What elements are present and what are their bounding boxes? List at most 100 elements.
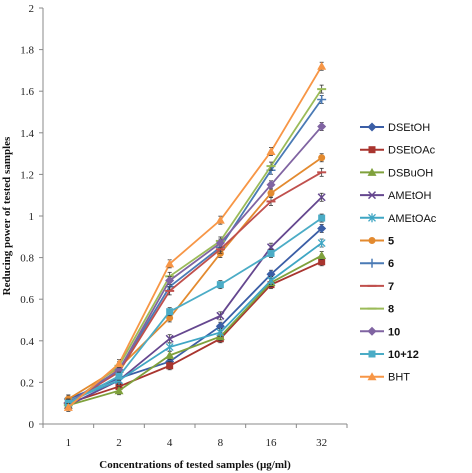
marker-square <box>267 249 275 257</box>
y-tick-label: 0.2 <box>20 377 34 389</box>
y-tick-label: 1.8 <box>20 45 34 57</box>
series-line <box>67 171 323 404</box>
marker-star <box>216 327 225 337</box>
y-tick-label: 0.4 <box>20 336 34 348</box>
series-7 <box>63 167 327 408</box>
series-10 <box>63 122 327 408</box>
series-line <box>67 88 323 406</box>
x-tick-label: 32 <box>316 437 327 449</box>
x-tick-label: 16 <box>266 437 278 449</box>
marker-stroke <box>317 193 326 202</box>
x-tick-label: 2 <box>116 437 122 449</box>
legend-label: 10 <box>388 326 400 338</box>
marker-x <box>266 243 276 252</box>
marker-diamond <box>317 122 327 132</box>
series-layer <box>63 61 327 412</box>
x-axis-title: Concentrations of tested samples (µg/ml) <box>99 459 291 471</box>
legend-label: BHT <box>388 372 410 384</box>
x-ticks: 1 2 4 8 16 32 <box>42 424 348 449</box>
series-line <box>67 125 323 404</box>
legend-label: AMEtOAc <box>388 213 437 225</box>
legend-item-dsetoh: DSEtOH <box>360 122 430 134</box>
marker-stroke <box>266 243 276 252</box>
marker-star <box>165 342 174 352</box>
legend-item-dsetoac: DSEtOAc <box>360 145 436 157</box>
x-tick-label: 1 <box>66 437 72 449</box>
legend-label: DSBuOH <box>388 167 433 179</box>
marker-x <box>317 193 326 202</box>
marker-square <box>166 362 174 370</box>
marker-square <box>318 214 326 222</box>
legend-label: DSEtOH <box>388 122 430 134</box>
legend-label: 10+12 <box>388 349 419 361</box>
y-tick-label: 1.4 <box>20 128 34 140</box>
series-line <box>67 98 323 404</box>
marker-triangle <box>114 359 124 368</box>
legend-item-5: 5 <box>360 236 394 248</box>
series-line <box>67 217 323 404</box>
legend-label: 5 <box>388 236 394 248</box>
series-8 <box>63 84 327 410</box>
legend-label: 8 <box>388 304 394 316</box>
series-line <box>67 227 323 400</box>
legend-label: DSEtOAc <box>388 145 436 157</box>
marker-diamond <box>165 275 175 285</box>
legend-label: AMEtOH <box>388 190 431 202</box>
marker-triangle <box>63 402 73 411</box>
marker-square <box>166 308 174 316</box>
legend-item-10-12: 10+12 <box>360 349 419 361</box>
marker-triangle <box>165 259 175 268</box>
x-tick-label: 8 <box>218 437 224 449</box>
marker-x <box>367 191 377 200</box>
y-tick-label: 0.6 <box>20 294 34 306</box>
series-line <box>67 242 323 402</box>
marker-circle <box>166 314 174 322</box>
marker-star <box>368 213 376 223</box>
marker-diamond <box>266 180 276 190</box>
marker-plus <box>367 258 377 268</box>
marker-diamond <box>266 269 276 279</box>
marker-square <box>115 372 123 380</box>
y-ticks: 0 0.2 0.4 0.6 0.8 1 1.2 1.4 1.6 1.8 2 <box>20 3 43 431</box>
series-bht <box>63 61 327 412</box>
y-tick-label: 2 <box>29 3 35 15</box>
marker-diamond <box>215 238 225 248</box>
series-line <box>67 65 323 409</box>
marker-circle <box>267 189 275 197</box>
marker-triangle <box>317 61 327 70</box>
marker-stroke <box>216 311 225 320</box>
series-line <box>68 254 323 407</box>
legend-item-8: 8 <box>360 304 394 316</box>
y-tick-label: 0.8 <box>20 253 34 265</box>
y-tick-label: 1.2 <box>20 169 34 181</box>
marker-diamond <box>215 321 225 331</box>
marker-triangle <box>367 167 377 176</box>
legend-item-7: 7 <box>360 281 394 293</box>
legend: DSEtOH DSEtOAc DSBuOH AMEtOH AMEtOAc 5 6 7 8 10 10… <box>360 122 437 384</box>
legend-item-bht: BHT <box>360 372 410 384</box>
marker-diamond <box>317 223 327 233</box>
marker-triangle <box>266 147 276 156</box>
x-tick-label: 4 <box>167 437 173 449</box>
marker-star <box>317 238 326 248</box>
plot-area: 0 0.2 0.4 0.6 0.8 1 1.2 1.4 1.6 1.8 2 1 2 4 8 16 32 <box>20 3 348 449</box>
marker-square <box>368 146 376 154</box>
marker-diamond <box>367 122 377 132</box>
marker-circle <box>318 154 326 162</box>
marker-circle <box>368 237 376 244</box>
y-tick-label: 1 <box>29 211 35 223</box>
marker-plus <box>317 95 327 105</box>
marker-stroke <box>367 191 377 200</box>
marker-triangle <box>114 386 124 395</box>
legend-item-dsbuoh: DSBuOH <box>360 167 433 179</box>
marker-triangle <box>165 350 175 359</box>
marker-x <box>165 334 174 343</box>
legend-item-ametoac: AMEtOAc <box>360 213 437 225</box>
marker-star <box>267 275 275 285</box>
marker-square <box>368 350 376 358</box>
marker-stroke <box>165 334 174 343</box>
y-axis-title: Reducing power of tested samples <box>1 136 13 295</box>
legend-item-ametoh: AMEtOH <box>360 190 431 202</box>
y-tick-label: 1.6 <box>20 86 34 98</box>
